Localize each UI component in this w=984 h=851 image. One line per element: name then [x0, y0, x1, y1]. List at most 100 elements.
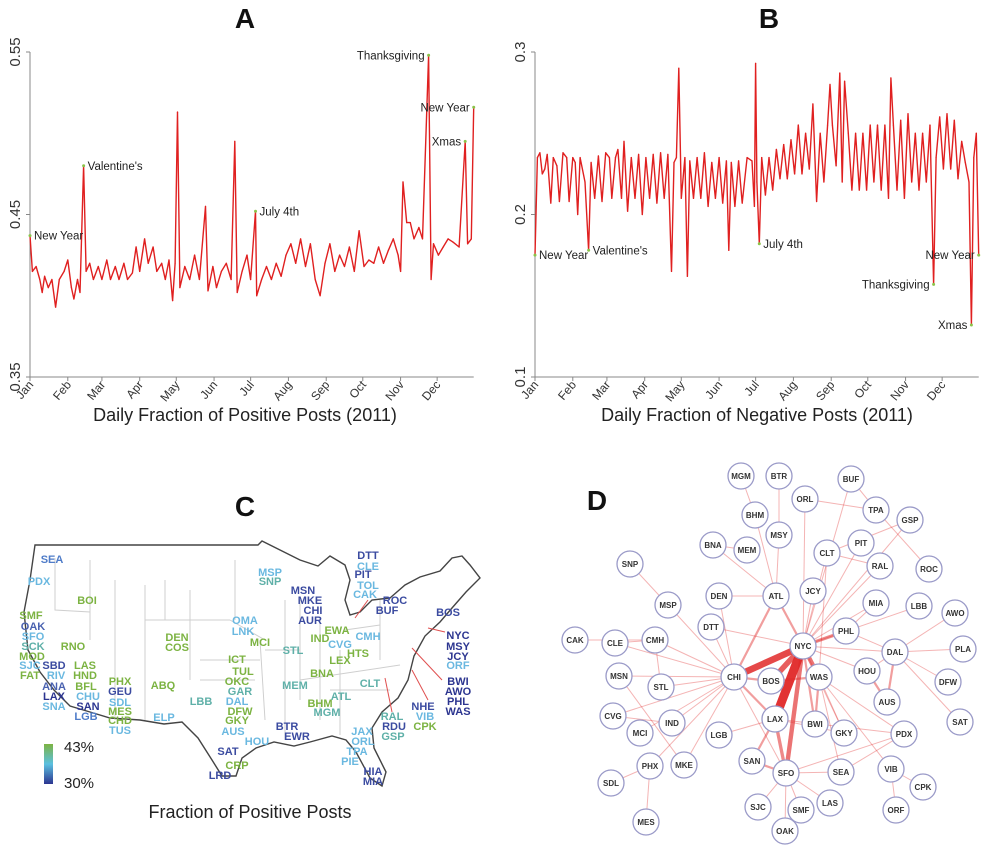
node-circle	[616, 550, 644, 578]
node-circle	[741, 501, 769, 529]
data-point	[942, 168, 944, 170]
city-label-san: SAN	[76, 701, 99, 713]
panel-a-xlabel: Daily Fraction of Positive Posts (2011)	[93, 405, 397, 425]
data-point	[343, 265, 346, 268]
data-point	[925, 181, 927, 183]
data-point	[764, 194, 766, 196]
city-label-orf: ORF	[446, 660, 470, 672]
city-label-bna: BNA	[310, 668, 334, 680]
data-point	[250, 278, 252, 281]
data-point	[730, 161, 732, 164]
data-point	[961, 140, 963, 142]
data-point	[675, 157, 678, 159]
data-point	[363, 265, 365, 268]
city-label-dfw: DFW	[227, 706, 253, 718]
data-point	[812, 103, 814, 105]
city-label-sdl: SDL	[109, 697, 131, 709]
data-point	[696, 157, 698, 159]
data-point	[324, 262, 326, 264]
data-point	[641, 213, 643, 216]
node-dtt: DTT	[697, 613, 725, 641]
annotation-marker	[932, 282, 936, 286]
city-label-cvg: CVG	[328, 639, 352, 651]
data-point	[667, 153, 669, 155]
data-point	[968, 181, 970, 183]
data-point	[577, 213, 579, 216]
node-mgm: MGM	[727, 462, 755, 490]
node-label: OAK	[776, 827, 794, 836]
data-point	[746, 157, 748, 159]
node-atl: ATL	[762, 582, 790, 610]
node-label: SJC	[750, 803, 766, 812]
data-point	[184, 265, 186, 268]
data-point	[728, 249, 730, 251]
node-dfw: DFW	[934, 668, 962, 696]
node-las: LAS	[816, 789, 844, 817]
data-point	[418, 226, 420, 229]
x-tick-label: Jun	[197, 378, 220, 402]
data-point	[638, 153, 640, 155]
panel-d-network: D MGM BTR BUF ORL TPA GSP BHM MSY PIT BNA MEM CLT RA…	[561, 462, 977, 845]
data-point	[70, 287, 73, 289]
node-phx: PHX	[636, 752, 664, 780]
node-msp: MSP	[654, 591, 682, 619]
node-circle	[837, 465, 865, 493]
node-label: RAL	[872, 562, 889, 571]
city-label-ral: RAL	[381, 711, 404, 723]
x-tick-label: Jul	[741, 378, 762, 399]
node-circle	[791, 485, 819, 513]
data-point	[663, 197, 665, 199]
data-point	[51, 278, 53, 281]
data-point	[737, 160, 740, 162]
annotation-marker	[587, 248, 591, 252]
data-point	[541, 173, 543, 175]
node-mia: MIA	[862, 589, 890, 617]
panel-c-title: C	[235, 491, 255, 522]
city-label-sna: SNA	[42, 701, 65, 713]
data-point	[79, 291, 81, 294]
data-point	[914, 132, 916, 134]
city-label-nyc: NYC	[446, 630, 469, 642]
data-point	[896, 189, 898, 191]
node-label: ORF	[888, 806, 905, 815]
city-label-gar: GAR	[228, 686, 253, 698]
node-circle	[801, 710, 829, 738]
node-label: BHM	[746, 511, 765, 520]
data-point	[447, 238, 449, 240]
node-circle	[658, 709, 686, 737]
node-circle	[636, 752, 664, 780]
x-tick-label: Dec	[924, 378, 948, 403]
node-label: AUS	[879, 698, 897, 707]
data-point	[670, 270, 673, 272]
data-point	[92, 278, 94, 281]
node-ind: IND	[658, 709, 686, 737]
data-point	[399, 270, 402, 272]
data-point	[437, 254, 439, 256]
x-tick-label: Nov	[887, 378, 911, 403]
data-point	[844, 80, 846, 82]
edge-nyc-pit	[802, 542, 862, 647]
node-circle	[827, 758, 855, 786]
data-point	[884, 124, 886, 126]
data-point	[946, 113, 948, 115]
node-circle	[765, 521, 793, 549]
node-label: GKY	[835, 729, 853, 738]
city-label-nhe: NHE	[411, 701, 434, 713]
data-point	[339, 254, 341, 256]
node-label: DAL	[887, 648, 904, 657]
node-lax: LAX	[761, 705, 789, 733]
data-point	[892, 124, 894, 126]
edge-was-pdx	[818, 676, 905, 735]
node-label: SNP	[622, 560, 639, 569]
node-label: WAS	[810, 673, 829, 682]
city-label-chi: CHI	[304, 605, 323, 617]
data-point	[176, 111, 179, 113]
data-point	[452, 241, 454, 243]
data-point	[193, 254, 196, 256]
edge-nyc-dtt	[710, 626, 804, 647]
city-label-mke: MKE	[298, 595, 322, 607]
x-tick-label: Mar	[84, 378, 108, 403]
x-tick-label: Sep	[308, 378, 333, 404]
node-label: VIB	[884, 765, 898, 774]
data-point	[552, 157, 554, 159]
